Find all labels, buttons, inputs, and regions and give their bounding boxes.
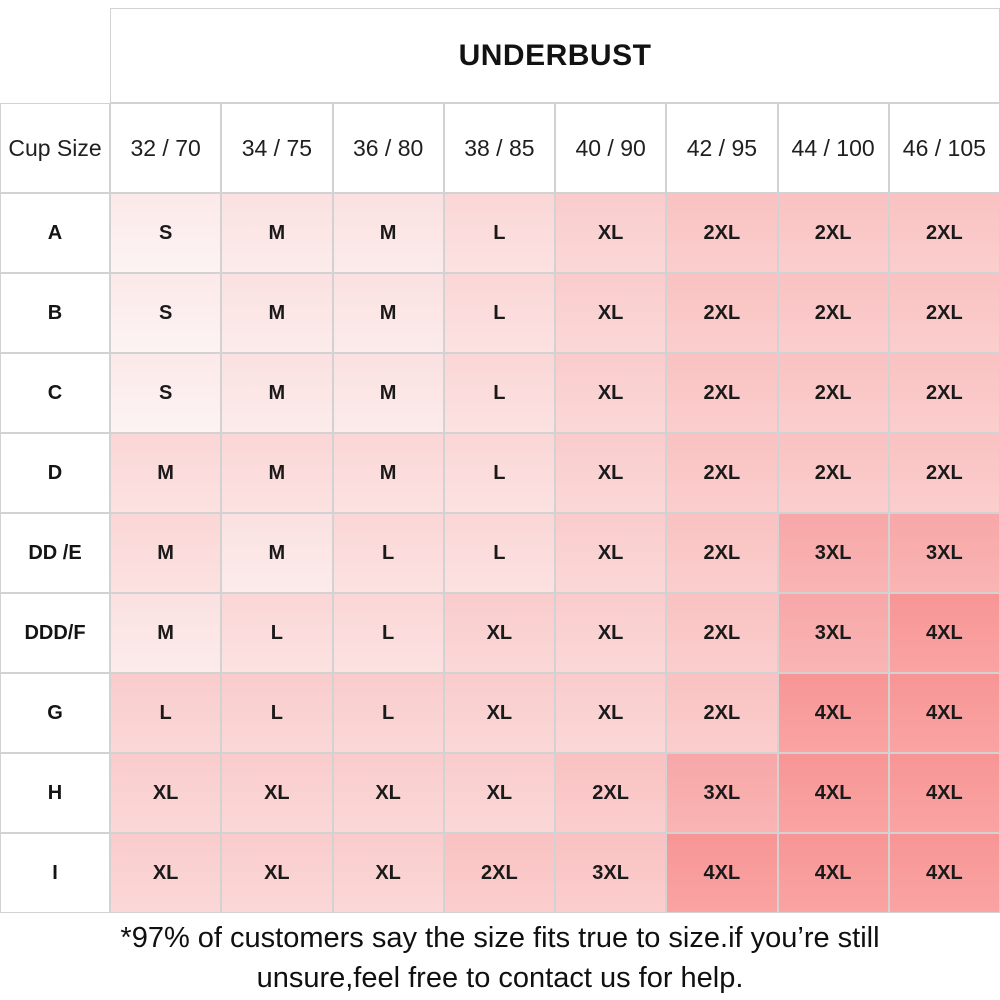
- size-cell: M: [221, 433, 333, 513]
- size-cell: M: [332, 433, 444, 513]
- size-cell: M: [332, 353, 444, 433]
- size-cell: 4XL: [777, 753, 889, 833]
- size-cell: XL: [332, 833, 444, 913]
- size-cell: L: [332, 513, 444, 593]
- size-cell: XL: [555, 673, 667, 753]
- column-header-4: 38 / 85: [443, 103, 555, 193]
- size-cell: M: [221, 193, 333, 273]
- footnote: *97% of customers say the size fits true…: [0, 918, 1000, 998]
- size-cell: XL: [555, 273, 667, 353]
- size-cell: 4XL: [888, 673, 1000, 753]
- size-cell: 2XL: [777, 353, 889, 433]
- size-cell: XL: [221, 833, 333, 913]
- size-cell: M: [110, 593, 222, 673]
- size-cell: M: [221, 513, 333, 593]
- size-cell: M: [110, 433, 222, 513]
- size-cell: 2XL: [666, 673, 778, 753]
- size-cell: XL: [332, 753, 444, 833]
- size-cell: L: [221, 593, 333, 673]
- row-label-a: A: [0, 193, 110, 273]
- size-cell: 2XL: [777, 433, 889, 513]
- size-cell: 2XL: [666, 433, 778, 513]
- size-cell: 4XL: [777, 833, 889, 913]
- footnote-line-2: unsure,feel free to contact us for help.: [256, 962, 744, 994]
- size-cell: 2XL: [666, 593, 778, 673]
- size-cell: 3XL: [777, 593, 889, 673]
- size-cell: M: [221, 353, 333, 433]
- size-cell: 3XL: [666, 753, 778, 833]
- size-cell: 2XL: [666, 513, 778, 593]
- size-cell: XL: [555, 193, 667, 273]
- size-cell: XL: [555, 593, 667, 673]
- size-cell: XL: [110, 753, 222, 833]
- size-cell: XL: [221, 753, 333, 833]
- size-cell: 2XL: [443, 833, 555, 913]
- table-title: UNDERBUST: [110, 8, 1000, 103]
- size-chart-table: UNDERBUST Cup Size 32 / 70 34 / 75 36 / 80 3…: [0, 8, 1000, 913]
- row-label-dde: DD /E: [0, 513, 110, 593]
- size-cell: L: [443, 353, 555, 433]
- column-header-2: 34 / 75: [221, 103, 333, 193]
- size-cell: L: [332, 673, 444, 753]
- size-cell: 4XL: [888, 833, 1000, 913]
- row-label-h: H: [0, 753, 110, 833]
- size-cell: L: [221, 673, 333, 753]
- row-label-d: D: [0, 433, 110, 513]
- size-cell: 3XL: [555, 833, 667, 913]
- size-cell: L: [443, 193, 555, 273]
- size-cell: 4XL: [777, 673, 889, 753]
- size-cell: XL: [443, 593, 555, 673]
- size-cell: XL: [555, 513, 667, 593]
- size-cell: L: [443, 513, 555, 593]
- column-header-3: 36 / 80: [332, 103, 444, 193]
- size-cell: L: [332, 593, 444, 673]
- size-cell: 4XL: [888, 593, 1000, 673]
- size-cell: XL: [443, 673, 555, 753]
- row-label-g: G: [0, 673, 110, 753]
- size-cell: 2XL: [555, 753, 667, 833]
- size-cell: S: [110, 273, 222, 353]
- column-header-5: 40 / 90: [555, 103, 667, 193]
- size-cell: 2XL: [888, 353, 1000, 433]
- row-label-b: B: [0, 273, 110, 353]
- column-header-7: 44 / 100: [777, 103, 889, 193]
- size-cell: 4XL: [666, 833, 778, 913]
- table-corner-spacer: [0, 8, 110, 103]
- size-cell: XL: [443, 753, 555, 833]
- size-cell: XL: [555, 353, 667, 433]
- size-cell: L: [110, 673, 222, 753]
- size-cell: XL: [110, 833, 222, 913]
- footnote-line-1: *97% of customers say the size fits true…: [120, 922, 880, 954]
- size-cell: M: [110, 513, 222, 593]
- row-label-i: I: [0, 833, 110, 913]
- size-cell: L: [443, 433, 555, 513]
- size-cell: 2XL: [777, 273, 889, 353]
- size-cell: 3XL: [777, 513, 889, 593]
- size-cell: 2XL: [666, 353, 778, 433]
- size-cell: 3XL: [888, 513, 1000, 593]
- size-cell: 2XL: [666, 273, 778, 353]
- size-cell: 4XL: [888, 753, 1000, 833]
- size-cell: 2XL: [888, 193, 1000, 273]
- size-cell: 2XL: [666, 193, 778, 273]
- column-header-6: 42 / 95: [666, 103, 778, 193]
- size-cell: L: [443, 273, 555, 353]
- size-cell: S: [110, 353, 222, 433]
- size-cell: M: [332, 273, 444, 353]
- size-cell: S: [110, 193, 222, 273]
- size-cell: M: [221, 273, 333, 353]
- size-cell: 2XL: [888, 273, 1000, 353]
- size-cell: M: [332, 193, 444, 273]
- row-label-dddf: DDD/F: [0, 593, 110, 673]
- corner-header-cup-size: Cup Size: [0, 103, 110, 193]
- column-header-8: 46 / 105: [888, 103, 1000, 193]
- row-label-c: C: [0, 353, 110, 433]
- size-cell: 2XL: [888, 433, 1000, 513]
- column-header-1: 32 / 70: [110, 103, 222, 193]
- size-cell: XL: [555, 433, 667, 513]
- size-cell: 2XL: [777, 193, 889, 273]
